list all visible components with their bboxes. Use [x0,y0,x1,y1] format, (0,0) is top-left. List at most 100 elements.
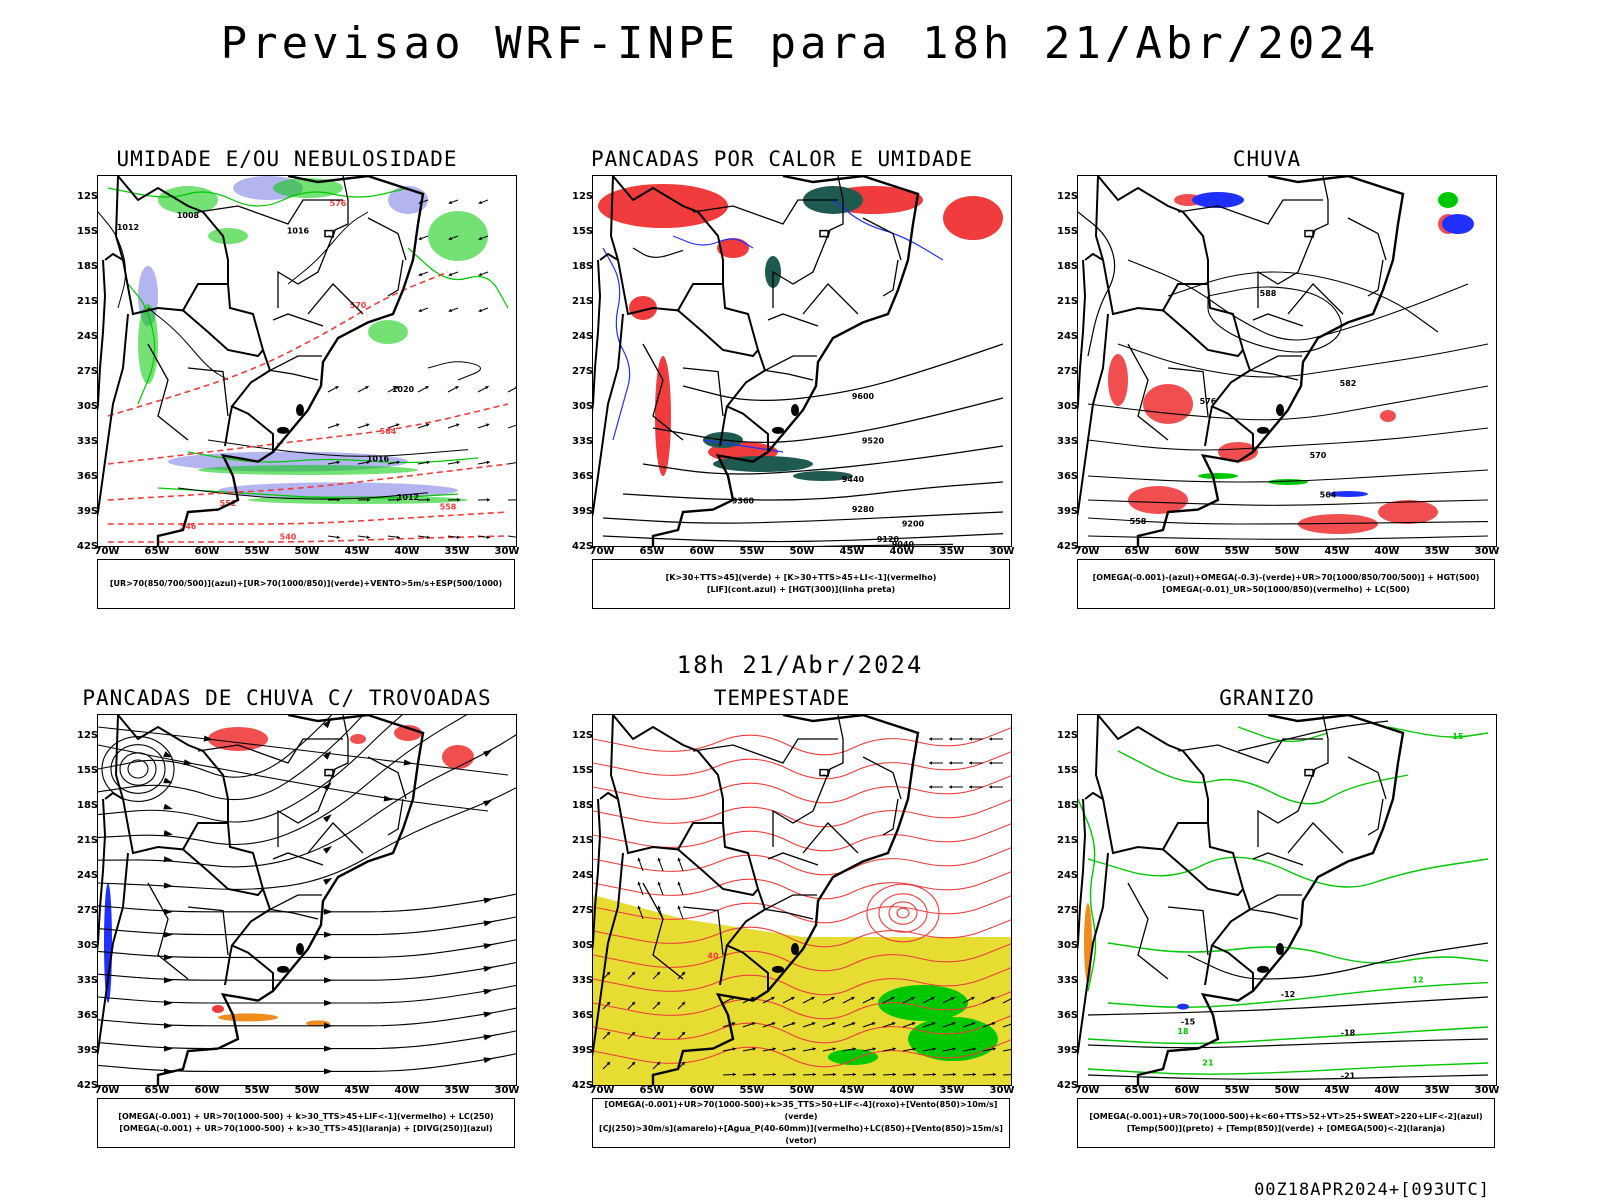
lon-tick-label: 60W [194,1085,220,1096]
map-svg [98,715,516,1085]
contour-label: 564 [1320,491,1337,500]
contour-label: 1008 [177,211,200,220]
lat-tick-label: 15S [572,226,594,237]
lon-tick-label: 70W [589,1085,615,1096]
lon-tick-label: 45W [839,546,865,557]
panel-title: CHUVA [1232,147,1302,171]
map-plot: 9600 9520 9440 9360 9280 9200 9120 9040 [592,175,1012,547]
lon-tick-label: 70W [1074,546,1100,557]
contour-label: -21 [1341,1072,1356,1081]
lon-tick-label: 70W [94,546,120,557]
lon-tick-label: 55W [244,546,270,557]
contour-label: 12 [1412,976,1423,985]
lon-tick-label: 40W [1374,546,1400,557]
lat-tick-label: 27S [1057,905,1079,916]
map-svg: 40 [593,715,1011,1085]
lon-tick-label: 30W [989,1085,1015,1096]
contour-label: 9200 [902,519,925,528]
contour-label: -12 [1281,990,1295,999]
lat-tick-label: 42S [1057,541,1079,552]
legend-line: [OMEGA(-0.01)_UR>50(1000/850)(vermelho) … [1162,585,1410,594]
lon-tick-label: 65W [144,546,170,557]
map-svg: 588 582 576 570 564 558 [1078,176,1489,546]
legend-box: [OMEGA(-0.001)-(azul)+OMEGA(-0.3)-(verde… [1077,559,1495,609]
lat-tick-label: 36S [77,1010,99,1021]
legend-line: [OMEGA(-0.001)+UR>70(1000-500)+k<60+TTS>… [1089,1112,1483,1121]
legend-box: [OMEGA(-0.001)+UR>70(1000-500)+k<60+TTS>… [1077,1098,1495,1148]
lat-tick-label: 27S [1057,366,1079,377]
lon-tick-label: 45W [839,1085,865,1096]
lat-tick-label: 21S [1057,835,1079,846]
lat-tick-label: 39S [1057,506,1079,517]
panel-granizo: GRANIZO 15 12 -12 -15 18 -18 21 -21 12S 15S 18S 21S 2… [1057,686,1499,1166]
contour-label: 15 [1452,732,1464,741]
lat-tick-label: 24S [572,870,594,881]
lat-tick-label: 24S [77,331,99,342]
contour-label: 9360 [732,497,755,506]
lat-tick-label: 18S [1057,261,1079,272]
lat-tick-label: 15S [77,765,99,776]
lat-tick-label: 42S [77,1080,99,1091]
lat-tick-label: 30S [572,401,594,412]
contour-label: 1020 [392,385,415,394]
lat-tick-label: 36S [77,471,99,482]
legend-box: [K>30+TTS>45](verde) + [K>30+TTS>45+LI<-… [592,559,1010,609]
contour-label: 570 [1310,451,1327,460]
lon-tick-label: 50W [1274,546,1300,557]
lat-tick-label: 33S [77,975,99,986]
panel-pancadas-calor: PANCADAS POR CALOR E UMIDADE 9600 9520 9440… [572,147,1014,627]
contour-label: 9520 [862,437,885,446]
lat-tick-label: 39S [572,1045,594,1056]
lat-tick-label: 18S [77,261,99,272]
contour-label: 582 [1340,379,1357,388]
legend-box: [OMEGA(-0.001) + UR>70(1000-500) + k>30_… [97,1098,515,1148]
lat-tick-label: 42S [1057,1080,1079,1091]
panel-title: PANCADAS POR CALOR E UMIDADE [590,147,973,171]
lat-tick-label: 12S [1057,730,1079,741]
lat-tick-label: 39S [1057,1045,1079,1056]
lon-tick-label: 40W [889,1085,915,1096]
legend-box: [OMEGA(-0.001)+UR>70(1000-500)+k>35_TTS>… [592,1098,1010,1148]
lon-tick-label: 60W [689,1085,715,1096]
lat-tick-label: 33S [1057,975,1079,986]
legend-line: [OMEGA(-0.001) + UR>70(1000-500) + k>30_… [119,1124,493,1133]
lon-tick-label: 60W [1174,546,1200,557]
lon-tick-label: 55W [1224,546,1250,557]
contour-label: 558 [1130,517,1147,526]
lat-tick-label: 15S [1057,765,1079,776]
legend-line: [Temp(500)](preto) + [Temp(850)](verde) … [1126,1124,1446,1133]
panel-chuva: CHUVA 588 582 576 570 564 558 12S 15S 18S 21S 24S 27… [1057,147,1499,627]
lon-tick-label: 35W [1424,1085,1450,1096]
map-plot [97,714,517,1086]
lat-tick-label: 21S [77,296,99,307]
lat-tick-label: 18S [77,800,99,811]
legend-line: [OMEGA(-0.001) + UR>70(1000-500) + k>30_… [118,1112,494,1121]
lon-tick-label: 35W [444,1085,470,1096]
panel-title: UMIDADE E/OU NEBULOSIDADE [116,147,458,171]
lon-tick-label: 65W [1124,546,1150,557]
lat-tick-label: 36S [1057,1010,1079,1021]
contour-label: 9120 [877,535,900,544]
legend-line: [K>30+TTS>45](verde) + [K>30+TTS>45+LI<-… [665,573,937,582]
lon-tick-label: 70W [1074,1085,1100,1096]
contour-label: 9280 [852,505,875,514]
lat-tick-label: 21S [572,835,594,846]
contour-label: 576 [330,199,347,208]
contour-label: 1016 [367,455,390,464]
lat-tick-label: 27S [572,905,594,916]
contour-label: 546 [180,522,197,531]
contour-label: -15 [1181,1018,1196,1027]
lat-tick-label: 12S [572,191,594,202]
legend-line: [CJ(250)>30m/s](amarelo)+[Agua_P(40-60mm… [599,1124,1003,1145]
lat-tick-label: 42S [77,541,99,552]
lon-tick-label: 45W [1324,1085,1350,1096]
run-footer: 00Z18APR2024+[093UTC] [1254,1180,1490,1200]
lat-tick-label: 12S [572,730,594,741]
contour-label: 9440 [842,475,865,484]
lat-tick-label: 39S [77,1045,99,1056]
contour-label: 540 [280,533,297,542]
lon-tick-label: 30W [1474,546,1500,557]
lat-tick-label: 27S [572,366,594,377]
map-plot: 1008 1012 1016 1020 1016 1012 576 570 564 558 552 5… [97,175,517,547]
